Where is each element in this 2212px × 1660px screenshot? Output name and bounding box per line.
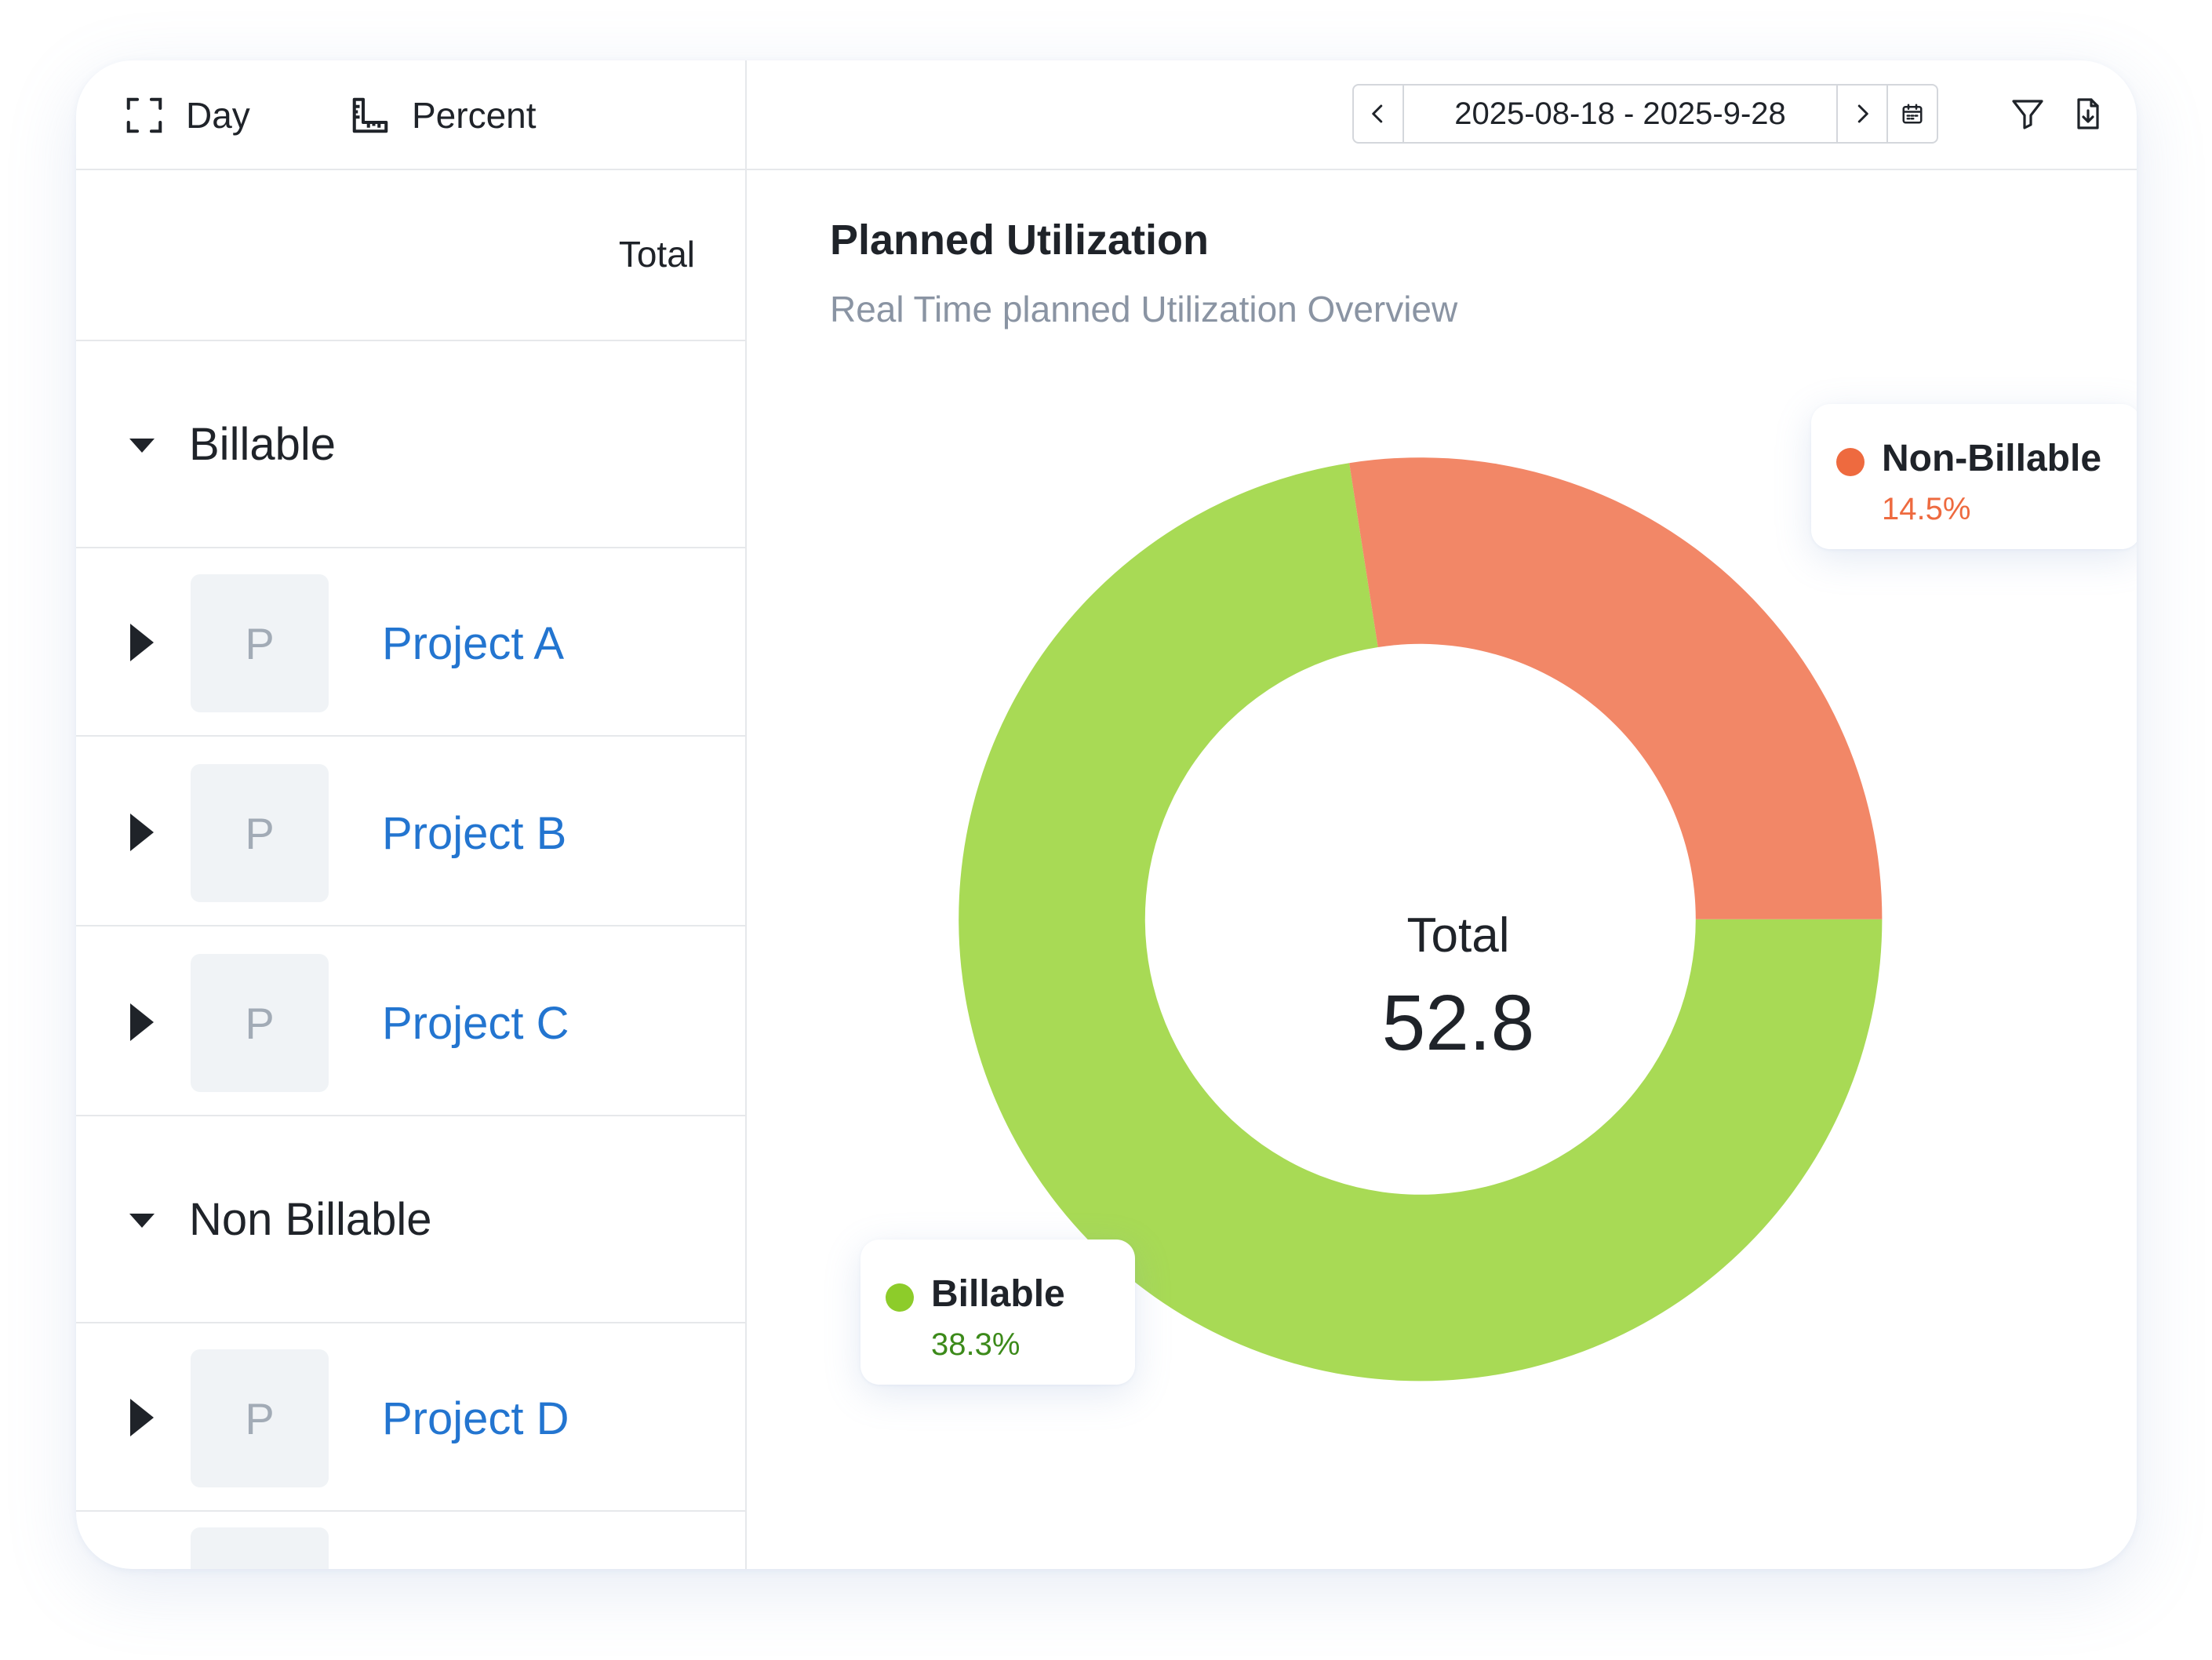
next-period-button[interactable] [1838, 86, 1886, 142]
left-panel: Day Percent Total Billable P Project A [76, 60, 747, 1569]
percent-label: Percent [412, 95, 537, 136]
day-view-button[interactable]: Day [123, 90, 250, 140]
legend-dot [886, 1283, 914, 1312]
export-button[interactable] [2065, 90, 2112, 137]
filter-funnel-icon [2012, 100, 2043, 129]
project-row[interactable]: P Project D [76, 1323, 745, 1512]
chart-subtitle: Real Time planned Utilization Overview [830, 289, 1458, 329]
project-avatar: P [191, 574, 329, 712]
donut-center-title: Total [1406, 908, 1510, 963]
legend-percent: 14.5% [1882, 492, 1971, 526]
caret-down-icon[interactable] [126, 1206, 158, 1237]
project-avatar: P [191, 764, 329, 902]
right-panel: 2025-08-18 - 2025-9-28 [747, 60, 2137, 1569]
chevron-right-icon [1857, 104, 1868, 123]
project-avatar-partial [191, 1527, 329, 1569]
divider [1403, 86, 1404, 142]
project-row[interactable]: P Project C [76, 928, 745, 1116]
total-header-row: Total [76, 170, 745, 341]
group-label: Non Billable [189, 1194, 432, 1245]
legend-percent: 38.3% [931, 1327, 1021, 1362]
project-avatar: P [191, 1349, 329, 1487]
right-toolbar: 2025-08-18 - 2025-9-28 [747, 60, 2137, 170]
chart-title: Planned Utilization [830, 217, 1210, 264]
day-label: Day [186, 95, 250, 136]
caret-down-icon[interactable] [126, 431, 158, 462]
group-row-non-billable[interactable]: Non Billable [76, 1118, 745, 1323]
legend-label: Billable [931, 1273, 1065, 1315]
project-name-link[interactable]: Project A [382, 618, 565, 669]
date-range-picker[interactable]: 2025-08-18 - 2025-9-28 [1352, 84, 1938, 144]
project-name-link[interactable]: Project D [382, 1393, 569, 1444]
chevron-left-icon [1372, 104, 1383, 123]
project-name-link[interactable]: Project C [382, 998, 569, 1049]
filter-button[interactable] [2004, 90, 2051, 137]
calendar-button[interactable] [1888, 86, 1937, 142]
group-row-billable[interactable]: Billable [76, 343, 745, 548]
legend-dot [1836, 448, 1865, 476]
legend-label: Non-Billable [1882, 438, 2102, 479]
divider [1836, 86, 1838, 142]
project-name-link[interactable]: Project B [382, 808, 567, 859]
divider [1886, 86, 1888, 142]
prev-period-button[interactable] [1354, 86, 1403, 142]
fullscreen-corners-icon [126, 97, 162, 133]
donut-slice-non-billable[interactable] [1349, 457, 1883, 919]
caret-right-icon[interactable] [128, 1003, 156, 1041]
legend-card-non-billable: Non-Billable 14.5% [1811, 404, 2137, 549]
left-toolbar: Day Percent [76, 60, 745, 170]
legend-card-billable: Billable 38.3% [860, 1240, 1135, 1385]
total-column-header: Total [618, 234, 695, 275]
project-row[interactable]: P Project A [76, 548, 745, 737]
calendar-icon [1902, 104, 1923, 124]
caret-right-icon[interactable] [128, 814, 156, 851]
donut-center-value: 52.8 [1381, 979, 1535, 1067]
caret-right-icon[interactable] [128, 624, 156, 661]
file-download-icon [2077, 98, 2099, 129]
donut-slice-billable[interactable] [959, 463, 1883, 1382]
percent-view-button[interactable]: Percent [349, 90, 537, 140]
ruler-icon [352, 97, 388, 133]
caret-right-icon[interactable] [128, 1399, 156, 1436]
utilization-card: Day Percent Total Billable P Project A [76, 60, 2137, 1569]
utilization-donut-chart [959, 457, 1883, 1382]
date-range-text[interactable]: 2025-08-18 - 2025-9-28 [1454, 96, 1786, 131]
group-label: Billable [189, 419, 336, 470]
project-avatar: P [191, 954, 329, 1092]
project-row[interactable]: P Project B [76, 738, 745, 926]
